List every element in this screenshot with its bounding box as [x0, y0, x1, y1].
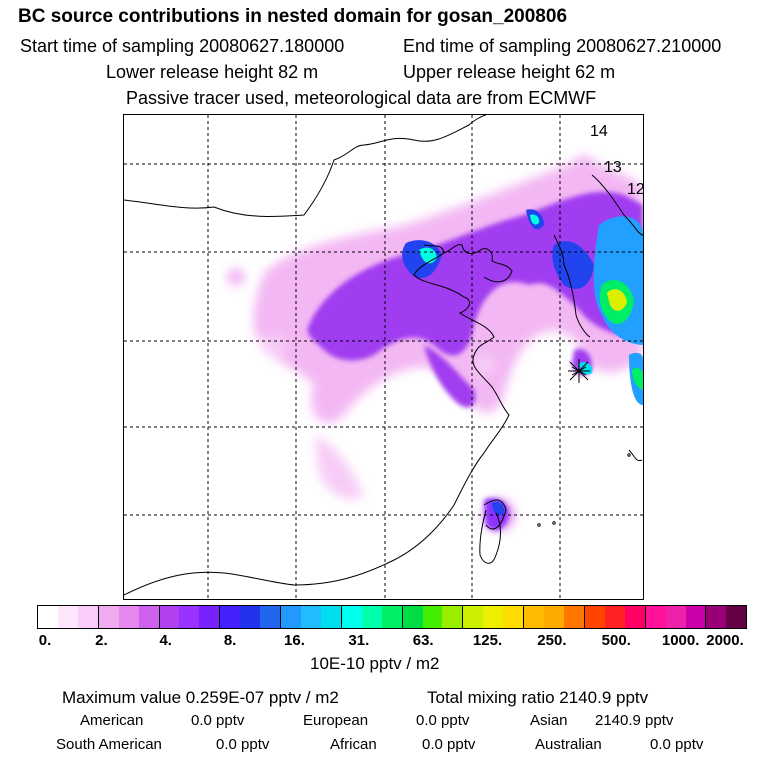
- receptor-marker-icon: [568, 359, 590, 383]
- color-scale-units: 10E-10 pptv / m2: [310, 654, 440, 673]
- color-scale-cell: [544, 606, 564, 628]
- tracer-note: Passive tracer used, meteorological data…: [126, 88, 597, 108]
- color-scale-cell: [563, 606, 584, 628]
- south-american-value: 0.0 pptv: [216, 736, 270, 753]
- color-scale-tick-label: 125.: [472, 632, 503, 649]
- color-scale-cell: [57, 606, 78, 628]
- american-label: American: [80, 712, 144, 729]
- color-scale-cell: [260, 606, 281, 628]
- contour-label: 14: [590, 123, 608, 140]
- color-scale-tick-label: 2.: [95, 632, 108, 649]
- color-scale-tick-label: 31.: [348, 632, 370, 649]
- color-scale-tick-label: 16.: [284, 632, 305, 649]
- color-scale-cell: [422, 606, 443, 628]
- color-scale-ticks: 0. 2. 4. 8. 16. 31. 63. 125. 250. 500. 1000. 2000.: [0, 632, 768, 652]
- color-scale-cell: [158, 606, 180, 628]
- color-scale-cell: [97, 606, 119, 628]
- color-scale-cell: [483, 606, 504, 628]
- color-scale-cell: [179, 606, 200, 628]
- end-time-label: End time of sampling 20080627.210000: [403, 36, 722, 56]
- color-scale-cell: [726, 606, 747, 628]
- american-value: 0.0 pptv: [191, 712, 245, 729]
- color-scale-cell: [462, 606, 484, 628]
- color-scale-tick-label: 4.: [159, 632, 172, 649]
- upper-release-height: Upper release height 62 m: [403, 62, 616, 82]
- lower-release-height: Lower release height 82 m: [106, 62, 319, 82]
- color-scale-tick-label: 8.: [223, 632, 237, 649]
- color-scale-cell: [604, 606, 625, 628]
- start-time-label: Start time of sampling 20080627.180000: [20, 36, 345, 56]
- african-label: African: [330, 736, 377, 753]
- color-scale-bar: [37, 605, 747, 629]
- color-scale-tick-label: 1000.: [661, 632, 700, 649]
- color-scale-cell: [381, 606, 402, 628]
- color-scale-cell: [118, 606, 139, 628]
- australian-label: Australian: [535, 736, 602, 753]
- color-scale-cell: [401, 606, 423, 628]
- coastline-borders: [124, 115, 643, 596]
- color-scale-cell: [361, 606, 382, 628]
- asian-value: 2140.9 pptv: [595, 712, 674, 729]
- color-scale-cell: [705, 606, 727, 628]
- color-scale-cell: [665, 606, 686, 628]
- contour-label: 13: [604, 159, 622, 176]
- australian-value: 0.0 pptv: [650, 736, 704, 753]
- concentration-plume: [227, 155, 643, 531]
- color-scale-cell: [300, 606, 321, 628]
- color-scale-tick-label: 250.: [537, 632, 567, 649]
- asian-label: Asian: [530, 712, 568, 729]
- color-scale-cell: [138, 606, 159, 628]
- color-scale-cell: [644, 606, 666, 628]
- color-scale-cell: [503, 606, 524, 628]
- color-scale-cell: [320, 606, 341, 628]
- african-value: 0.0 pptv: [422, 736, 476, 753]
- color-scale-tick-label: 63.: [412, 632, 434, 649]
- color-scale-tick-label: 0.: [38, 632, 52, 649]
- contour-label: 12: [627, 181, 644, 198]
- color-scale-cell: [523, 606, 545, 628]
- color-scale-cell: [442, 606, 463, 628]
- color-scale-cell: [685, 606, 706, 628]
- color-scale-tick-label: 500.: [601, 632, 631, 649]
- european-label: European: [303, 712, 369, 729]
- color-scale-cell: [219, 606, 241, 628]
- south-american-label: South American: [56, 736, 162, 753]
- maximum-value: Maximum value 0.259E-07 pptv / m2: [62, 688, 339, 707]
- map-panel: 14 13 12: [123, 114, 644, 600]
- color-scale-cell: [77, 606, 98, 628]
- color-scale-cell: [340, 606, 362, 628]
- color-scale-cell: [38, 606, 58, 628]
- total-mixing-ratio: Total mixing ratio 2140.9 pptv: [427, 688, 649, 707]
- color-scale-cell: [624, 606, 645, 628]
- color-scale-cell: [240, 606, 261, 628]
- color-scale-cell: [280, 606, 301, 628]
- lat-lon-grid: [124, 115, 643, 599]
- figure-title: BC source contributions in nested domain…: [18, 6, 568, 27]
- color-scale-tick-label: 2000.: [706, 632, 744, 649]
- color-scale-cell: [583, 606, 605, 628]
- map-canvas: [124, 115, 643, 599]
- european-value: 0.0 pptv: [416, 712, 470, 729]
- color-scale-cell: [199, 606, 220, 628]
